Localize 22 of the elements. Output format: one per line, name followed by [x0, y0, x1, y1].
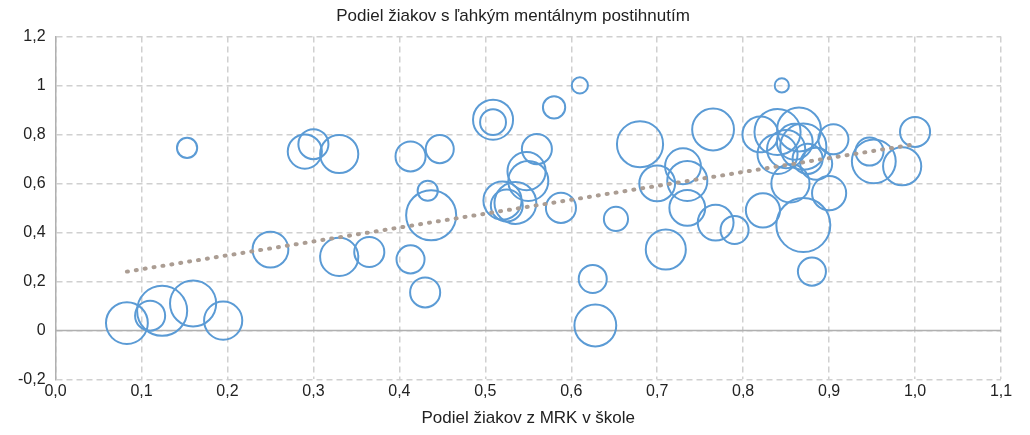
x-tick-label: 0,1 [130, 382, 153, 400]
x-tick-label: 0,7 [646, 382, 669, 400]
x-tick-label: 1,1 [989, 382, 1013, 400]
chart-title: Podiel žiakov s ľahkým mentálnym postihnutím [336, 5, 690, 25]
y-tick-label: 0,2 [23, 271, 46, 289]
y-tick-label: 1 [36, 75, 46, 93]
x-axis-title: Podiel žiakov z MRK v škole [421, 408, 636, 428]
x-tick-label: 0,5 [474, 382, 497, 400]
y-tick-label: 1,2 [23, 26, 46, 44]
x-tick-label: 0,8 [732, 382, 755, 400]
y-tick-label: 0 [36, 320, 46, 338]
x-tick-label: 0,2 [216, 382, 239, 400]
x-tick-label: 0,6 [560, 382, 583, 400]
x-tick-label: 1,0 [903, 382, 927, 400]
y-tick-label: 0,6 [23, 173, 46, 191]
x-tick-label: 0,0 [44, 382, 67, 400]
x-tick-label: 0,3 [302, 382, 325, 400]
y-tick-label: -0,2 [17, 369, 46, 387]
x-tick-label: 0,4 [388, 382, 411, 400]
y-tick-label: 0,4 [23, 222, 46, 240]
y-tick-label: 0,8 [23, 124, 46, 142]
x-tick-label: 0,9 [817, 382, 841, 400]
